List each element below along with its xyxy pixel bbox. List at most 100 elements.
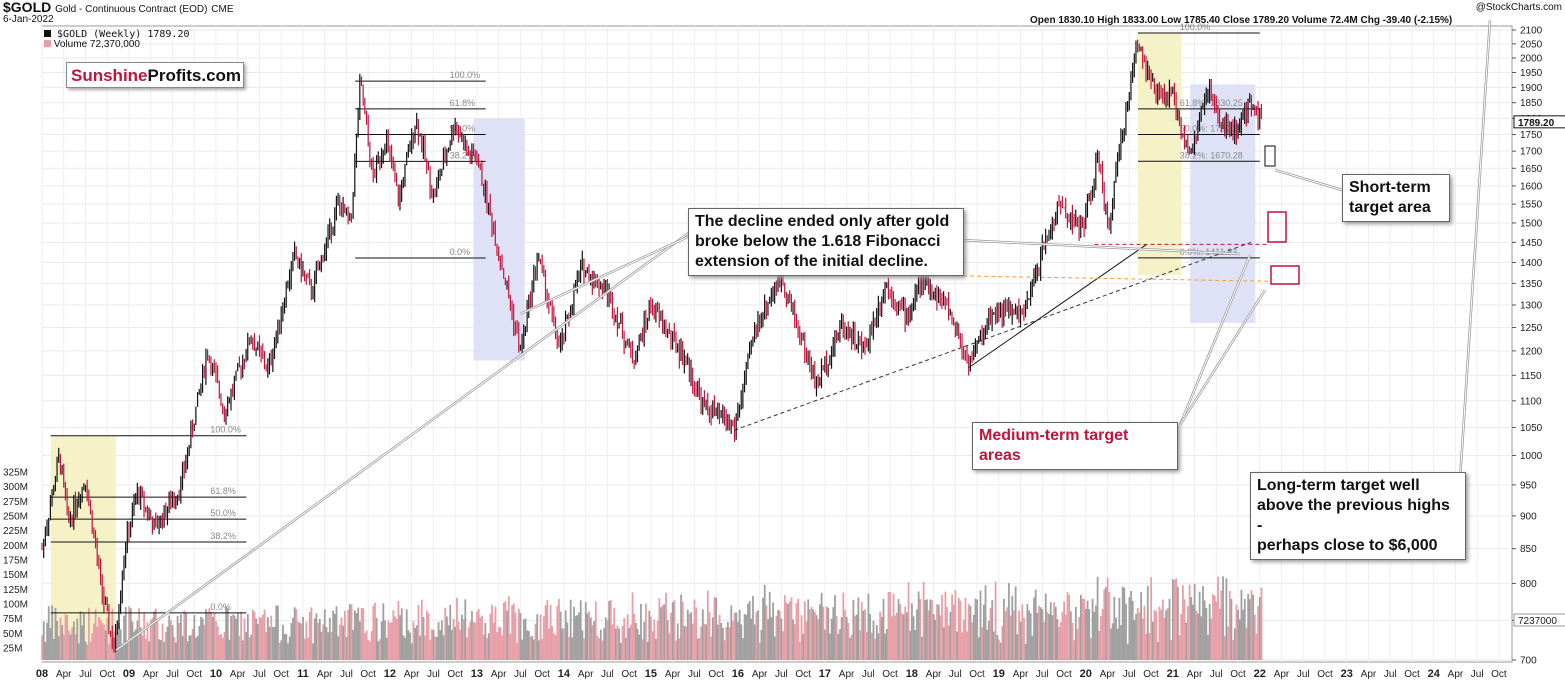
volume-bar	[390, 622, 393, 660]
volume-bar	[54, 607, 57, 660]
volume-bar	[870, 632, 873, 660]
fib-label: 100.0%	[1180, 22, 1211, 32]
volume-bar	[412, 621, 415, 660]
volume-bar	[215, 621, 217, 660]
volume-bar	[760, 629, 763, 660]
volume-bar	[830, 618, 833, 660]
volume-bar	[999, 642, 1002, 660]
volume-bar	[501, 635, 504, 660]
volume-bar	[46, 622, 49, 660]
x-tick-label: Jul	[1123, 669, 1136, 680]
volume-bar	[775, 616, 778, 660]
volume-bar	[1205, 607, 1208, 660]
volume-bar	[285, 634, 288, 660]
volume-bar	[549, 604, 552, 660]
volume-bar	[1141, 618, 1144, 660]
volume-bar	[183, 610, 186, 660]
trend-lines	[734, 241, 1269, 431]
volume-bar	[348, 603, 351, 660]
volume-bar	[808, 609, 811, 660]
x-tick-label: Apr	[1448, 669, 1464, 680]
volume-bar	[200, 616, 202, 660]
volume-bar	[454, 626, 457, 660]
volume-bar	[992, 631, 995, 660]
price-axis: 7007508008509009501000105011001150120012…	[1512, 26, 1565, 667]
pointer-2008-low-inner	[115, 231, 691, 651]
volume-bar	[79, 611, 82, 660]
volume-bar	[879, 611, 882, 660]
volume-bar	[688, 613, 691, 660]
volume-bar	[335, 606, 338, 660]
x-tick-label: Apr	[1187, 669, 1203, 680]
volume-bar	[941, 595, 943, 660]
volume-bar	[272, 626, 274, 660]
volume-bar	[815, 615, 818, 660]
volume-bar	[956, 631, 958, 660]
sunshine-profits-logo: SunshineProfits.com	[66, 62, 244, 88]
volume-bar	[325, 627, 328, 660]
rising-support-line	[968, 243, 1147, 369]
volume-bar	[185, 613, 187, 660]
volume-bar	[457, 621, 460, 660]
volume-bar	[365, 630, 368, 660]
volume-bar	[519, 612, 522, 660]
volume-bar	[860, 602, 863, 660]
volume-tick-label: 100M	[3, 600, 28, 611]
volume-bar	[178, 623, 181, 660]
volume-bar	[1108, 591, 1111, 660]
volume-bar	[141, 635, 144, 660]
volume-bar	[240, 611, 243, 660]
volume-bar	[609, 599, 612, 660]
x-tick-label: Apr	[404, 669, 420, 680]
volume-bar	[927, 610, 930, 660]
volume-bar	[514, 612, 517, 660]
volume-bar	[1101, 608, 1104, 660]
fib-label: 61.8%	[450, 98, 476, 108]
fib-label: 0.0%	[210, 602, 231, 612]
volume-bar	[949, 611, 952, 660]
volume-bar	[636, 628, 639, 660]
volume-bar	[1225, 578, 1228, 660]
volume-bar	[576, 614, 579, 660]
volume-bar	[626, 614, 629, 660]
volume-bar	[161, 623, 164, 660]
volume-bar	[417, 604, 420, 660]
volume-tick-label: 275M	[3, 497, 28, 508]
volume-bar	[872, 620, 875, 660]
annotations	[115, 19, 1492, 652]
volume-bar	[1006, 607, 1009, 660]
callout-long-term: Long-term target well above the previous…	[1250, 472, 1466, 560]
volume-bar	[650, 616, 652, 660]
ohlc-readout: Open 1830.10 High 1833.00 Low 1785.40 Cl…	[1030, 15, 1453, 26]
volume-bar	[538, 640, 540, 660]
volume-bar	[521, 639, 524, 660]
volume-bar	[824, 629, 826, 660]
volume-bar	[307, 637, 309, 660]
volume-bar	[1068, 594, 1071, 660]
volume-bar	[733, 612, 736, 660]
volume-bar	[810, 606, 813, 660]
volume-bar	[295, 609, 298, 660]
volume-bar	[690, 612, 693, 660]
volume-bar	[57, 636, 60, 660]
volume-bar	[543, 616, 545, 660]
volume-bar	[1235, 604, 1238, 660]
volume-bar	[1253, 614, 1256, 660]
volume-bar	[424, 635, 427, 660]
volume-bar	[1173, 580, 1176, 660]
volume-tick-label: 200M	[3, 541, 28, 552]
pointer-decline-inner	[959, 239, 1241, 255]
volume-bar	[109, 637, 112, 660]
volume-bar	[611, 624, 614, 660]
volume-bar	[814, 611, 816, 660]
volume-bar	[76, 618, 79, 660]
volume-bar	[524, 618, 527, 660]
y-tick-label: 900	[1520, 511, 1537, 522]
volume-bar	[727, 621, 729, 660]
y-tick-label: 1500	[1520, 218, 1543, 229]
volume-bar	[773, 636, 776, 660]
volume-tick-label: 300M	[3, 482, 28, 493]
volume-bar	[382, 603, 385, 660]
volume-bar	[1217, 576, 1219, 660]
volume-bar	[1222, 576, 1224, 660]
